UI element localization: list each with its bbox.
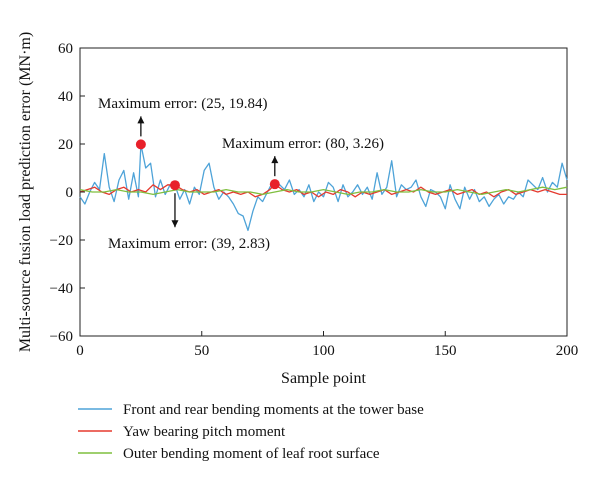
y-tick-label: −40 xyxy=(50,281,73,297)
series-line-2 xyxy=(79,183,567,198)
series-line-1 xyxy=(79,143,568,232)
max-error-marker xyxy=(135,139,146,150)
y-tick-label: 0 xyxy=(66,185,74,201)
x-tick-label: 200 xyxy=(556,343,579,359)
series-line-3 xyxy=(79,186,568,196)
x-tick-label: 150 xyxy=(434,343,457,359)
x-tick-label: 50 xyxy=(194,343,209,359)
y-tick-label: −20 xyxy=(50,233,73,249)
legend-label-2: Yaw bearing pitch moment xyxy=(123,424,286,440)
annotation-label: Maximum error: (39, 2.83) xyxy=(108,236,270,252)
x-axis-title: Sample point xyxy=(281,370,366,387)
series-layer xyxy=(79,143,568,232)
annotations: Maximum error: (25, 19.84) Maximum error:… xyxy=(98,96,384,252)
annotation-label: Maximum error: (80, 3.26) xyxy=(222,136,384,152)
legend: Front and rear bending moments at the to… xyxy=(78,402,424,462)
y-tick-label: 40 xyxy=(58,89,73,105)
y-tick-label: −60 xyxy=(50,329,73,345)
x-tick-label: 100 xyxy=(312,343,335,359)
max-error-marker xyxy=(269,179,280,190)
annotation-label: Maximum error: (25, 19.84) xyxy=(98,96,268,112)
x-tick-label: 0 xyxy=(76,343,84,359)
y-tick-label: 60 xyxy=(58,41,73,57)
y-axis-title: Multi-source fusion load prediction erro… xyxy=(17,32,34,352)
annotation-arrow-head xyxy=(171,220,179,228)
legend-label-3: Outer bending moment of leaf root surfac… xyxy=(123,446,380,462)
axes: 0 50 100 150 200 −60 −40 −20 0 20 40 60 xyxy=(50,41,579,359)
max-error-marker xyxy=(169,180,180,191)
y-tick-label: 20 xyxy=(58,137,73,153)
annotation-arrow-head xyxy=(137,116,145,124)
annotation-arrow-head xyxy=(271,156,279,164)
legend-label-1: Front and rear bending moments at the to… xyxy=(123,402,424,418)
